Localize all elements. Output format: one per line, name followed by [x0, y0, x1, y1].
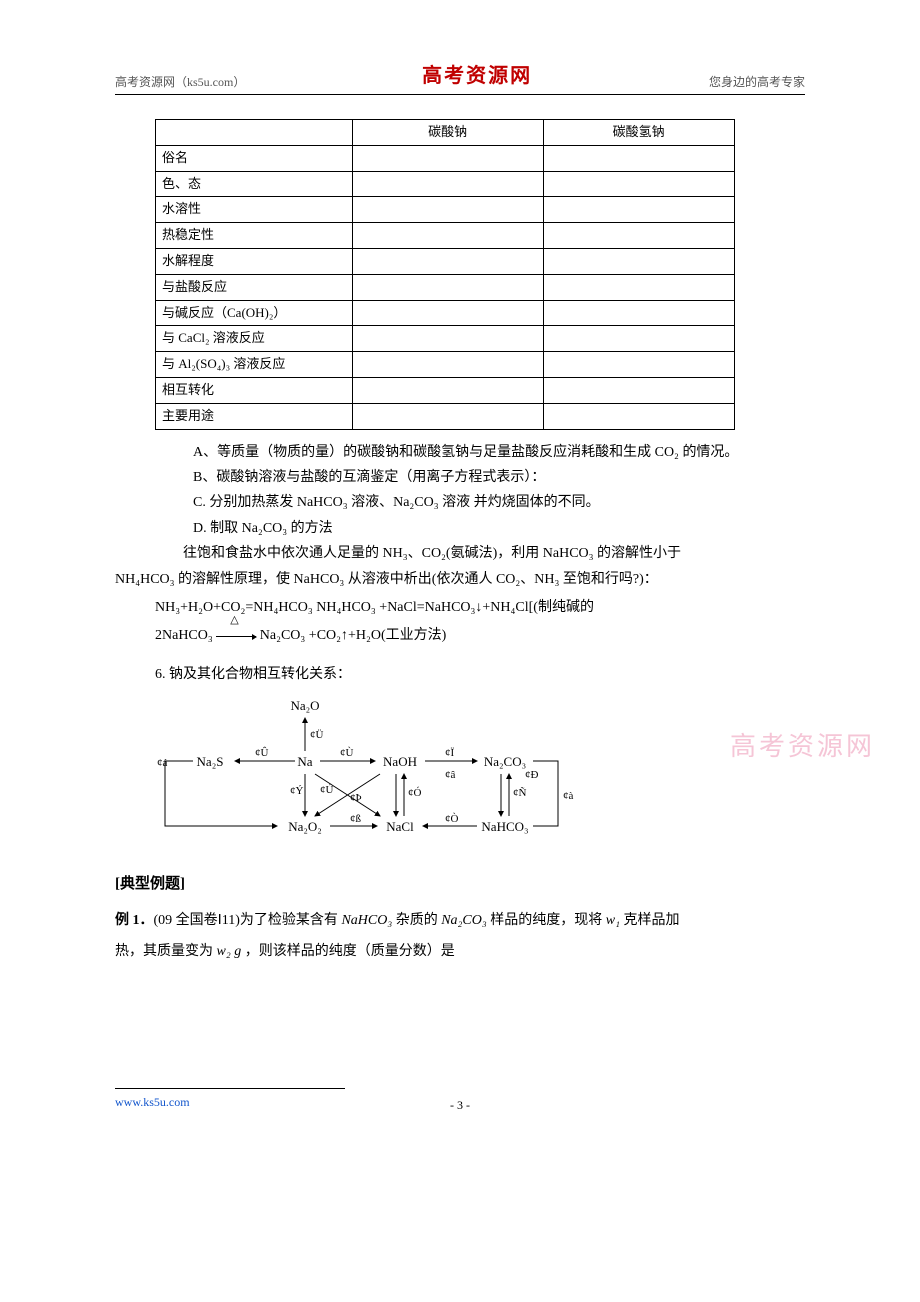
svg-text:¢Ú: ¢Ú	[320, 784, 334, 796]
row-label: 主要用途	[156, 403, 353, 429]
row-label: 热稳定性	[156, 223, 353, 249]
watermark: 高考资源网	[730, 726, 875, 768]
para-1a: 往饱和食盐水中依次通人足量的 NH₃、CO₂(氨碱法)，利用 NaHCO₃ 的溶…	[155, 543, 805, 565]
svg-text:¢Ñ: ¢Ñ	[513, 787, 527, 799]
example-1-cont: 热，其质量变为 w₂ g ，则该样品的纯度（质量分数）是	[115, 937, 805, 968]
row-label: 水解程度	[156, 248, 353, 274]
svg-text:¢Ð: ¢Ð	[525, 769, 539, 781]
line-d: D. 制取 Na₂CO₃ 的方法	[193, 518, 805, 540]
table-row: 相互转化	[156, 377, 735, 403]
svg-text:¢Ò: ¢Ò	[445, 813, 459, 825]
equation-2: 2NaHCO₃ △ Na₂CO₃ +CO₂↑+H₂O(工业方法)	[155, 625, 805, 647]
formula-na2co3: Na₂CO₃	[441, 913, 487, 928]
header-left: 高考资源网（ks5u.com）	[115, 73, 245, 92]
table-header-blank	[156, 120, 353, 146]
svg-text:¢Ý: ¢Ý	[290, 785, 304, 797]
node-na2o: Na₂O	[290, 698, 319, 713]
header-right: 您身边的高考专家	[709, 73, 805, 92]
comparison-table: 碳酸钠 碳酸氢钠 俗名 色、态 水溶性 热稳定性 水解程度 与盐酸反应 与碱反应…	[155, 119, 735, 430]
table-row: 与盐酸反应	[156, 274, 735, 300]
svg-text:¢â: ¢â	[445, 769, 456, 781]
table-row: 热稳定性	[156, 223, 735, 249]
svg-text:¢Û: ¢Û	[255, 747, 269, 759]
node-na2co3: Na₂CO₃	[484, 754, 526, 769]
equation-1: NH₃+H₂O+CO₂=NH₄HCO₃ NH₄HCO₃ +NaCl=NaHCO₃…	[155, 597, 805, 619]
table-row: 水溶性	[156, 197, 735, 223]
conversion-diagram: 高考资源网 Na₂O Na₂S Na NaOH Na₂CO₃ Na₂O₂ NaC…	[155, 696, 805, 854]
formula-nahco3: NaHCO₃	[341, 913, 392, 928]
row-label: 与 CaCl₂ 溶液反应	[156, 326, 353, 352]
node-na2o2: Na₂O₂	[288, 819, 322, 834]
line-c: C. 分别加热蒸发 NaHCO₃ 溶液、Na₂CO₃ 溶液 并灼烧固体的不同。	[193, 492, 805, 514]
table-header-col1: 碳酸钠	[352, 120, 543, 146]
table-row: 与碱反应（Ca(OH)₂）	[156, 300, 735, 326]
row-label: 色、态	[156, 171, 353, 197]
line-b: B、碳酸钠溶液与盐酸的互滴鉴定（用离子方程式表示）：	[193, 467, 805, 489]
svg-text:¢Ù: ¢Ù	[340, 747, 354, 759]
svg-text:¢Ï: ¢Ï	[445, 747, 455, 759]
table-row: 与 Al₂(SO₄)₃ 溶液反应	[156, 352, 735, 378]
node-naoh: NaOH	[383, 754, 417, 769]
eq2-lhs: 2NaHCO₃	[155, 628, 213, 643]
section-6-title: 6. 钠及其化合物相互转化关系：	[155, 664, 805, 686]
diagram-svg: Na₂O Na₂S Na NaOH Na₂CO₃ Na₂O₂ NaCl NaHC…	[155, 696, 615, 846]
example-1-label: 例 1．	[115, 913, 154, 928]
para-1b: NH₄HCO₃ 的溶解性原理，使 NaHCO₃ 从溶液中析出(依次通人 CO₂、…	[115, 569, 805, 591]
var-w2: w₂ g	[217, 944, 242, 959]
svg-text:¢Ó: ¢Ó	[408, 787, 422, 799]
row-label: 俗名	[156, 145, 353, 171]
table-row: 色、态	[156, 171, 735, 197]
row-label: 与盐酸反应	[156, 274, 353, 300]
row-label: 相互转化	[156, 377, 353, 403]
table-row: 与 CaCl₂ 溶液反应	[156, 326, 735, 352]
example-1: 例 1．(09 全国卷Ⅰ11)为了检验某含有 NaHCO₃ 杂质的 Na₂CO₃…	[115, 906, 805, 937]
svg-text:¢Þ: ¢Þ	[350, 792, 362, 804]
table-row: 俗名	[156, 145, 735, 171]
delta-arrow-icon: △	[216, 625, 256, 647]
table-row: 水解程度	[156, 248, 735, 274]
page-number: - 3 -	[450, 1096, 470, 1115]
node-na2s: Na₂S	[197, 754, 224, 769]
table-header-col2: 碳酸氢钠	[543, 120, 734, 146]
node-nacl: NaCl	[386, 819, 414, 834]
svg-text:¢á: ¢á	[157, 757, 168, 769]
eq2-rhs: Na₂CO₃ +CO₂↑+H₂O(工业方法)	[260, 628, 447, 643]
page-header: 高考资源网（ks5u.com） 高考资源网 您身边的高考专家	[115, 60, 805, 95]
line-a: A、等质量（物质的量）的碳酸钠和碳酸氢钠与足量盐酸反应消耗酸和生成 CO₂ 的情…	[193, 442, 805, 464]
row-label: 与 Al₂(SO₄)₃ 溶液反应	[156, 352, 353, 378]
footer-rule	[115, 1088, 345, 1089]
table-row: 主要用途	[156, 403, 735, 429]
header-brand: 高考资源网	[422, 60, 532, 92]
row-label: 水溶性	[156, 197, 353, 223]
svg-text:¢à: ¢à	[563, 790, 574, 802]
node-na: Na	[297, 754, 312, 769]
svg-text:¢ß: ¢ß	[350, 813, 362, 825]
row-label: 与碱反应（Ca(OH)₂）	[156, 300, 353, 326]
svg-text:¢Ü: ¢Ü	[310, 729, 324, 741]
var-w1: w₁	[606, 913, 620, 928]
node-nahco3: NaHCO₃	[481, 819, 528, 834]
examples-title: [典型例题]	[115, 872, 805, 896]
page-footer: www.ks5u.com - 3 -	[115, 1088, 805, 1112]
